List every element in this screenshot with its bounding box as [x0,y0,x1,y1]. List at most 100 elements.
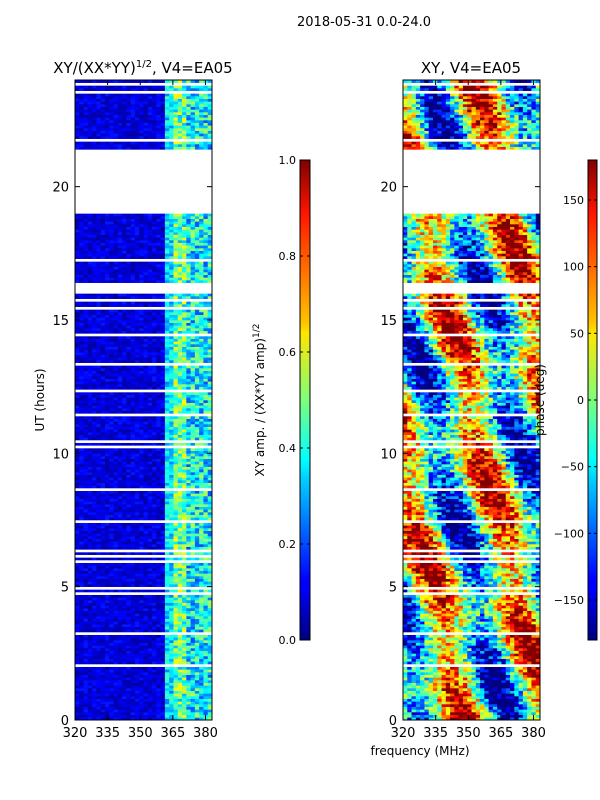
heatmap-cell [92,610,97,614]
heatmap-cell [207,432,212,435]
heatmap-cell [143,472,149,475]
heatmap-cell [194,637,200,641]
heatmap-cell [117,360,123,363]
heatmap-cell [96,650,102,654]
heatmap-cell [194,256,200,259]
heatmap-cell [177,496,183,499]
heatmap-cell [194,482,200,486]
heatmap-cell [147,717,153,720]
heatmap-cell [203,309,209,313]
heatmap-cell [96,434,102,438]
heatmap-cell [126,424,132,427]
heatmap-cell [207,648,212,651]
heatmap-cell [182,266,187,270]
heatmap-cell [164,626,170,630]
heatmap-cell [164,317,170,321]
heatmap-cell [87,501,93,505]
heatmap-cell [117,525,123,529]
heatmap-cell [113,698,119,702]
heatmap-cell [173,680,179,683]
heatmap-cell [113,472,119,475]
heatmap-cell [169,392,174,395]
heatmap-cell [96,482,102,486]
heatmap-cell [169,376,174,379]
heatmap-cell [199,709,204,713]
heatmap-cell [122,552,127,555]
heatmap-cell [169,250,174,254]
heatmap-cell [75,280,80,283]
heatmap-cell [122,328,127,331]
heatmap-cell [160,400,166,403]
heatmap-cell [104,402,110,406]
heatmap-cell [139,277,144,281]
heatmap-cell [169,469,174,473]
heatmap-cell [122,365,127,369]
heatmap-cell [130,346,136,350]
heatmap-cell [186,365,191,369]
heatmap-cell [152,648,157,651]
heatmap-cell [79,458,84,462]
heatmap-cell [207,650,212,654]
heatmap-cell [169,253,174,257]
heatmap-cell [177,378,183,382]
heatmap-cell [79,253,84,257]
heatmap-cell [87,354,93,358]
heatmap-cell [160,274,166,278]
heatmap-cell [83,248,89,251]
heatmap-cell [169,461,174,465]
heatmap-cell [96,381,102,385]
heatmap-cell [190,525,196,529]
heatmap-cell [113,581,119,585]
heatmap-cell [152,480,157,483]
heatmap-cell [130,562,136,566]
heatmap-cell [104,594,110,598]
heatmap-cell [177,434,183,438]
heatmap-cell [147,501,153,505]
heatmap-cell [87,701,93,705]
heatmap-cell [169,608,174,611]
heatmap-cell [143,666,149,670]
heatmap-cell [177,394,183,398]
heatmap-cell [207,616,212,619]
heatmap-cell [96,432,102,435]
heatmap-cell [182,712,187,715]
heatmap-cell [117,709,123,713]
heatmap-cell [207,416,212,419]
heatmap-cell [199,469,204,473]
heatmap-cell [126,381,132,385]
heatmap-cell [87,661,93,665]
heatmap-cell [186,405,191,409]
heatmap-cell [139,530,144,534]
heatmap-cell [104,296,110,299]
heatmap-cell [152,669,157,673]
heatmap-cell [126,578,132,582]
heatmap-cell [92,562,97,566]
heatmap-cell [79,477,84,481]
heatmap-cell [100,368,106,371]
heatmap-cell [130,253,136,257]
heatmap-cell [139,397,144,401]
heatmap-cell [109,712,114,715]
heatmap-cell [143,405,149,409]
heatmap-cell [75,480,80,483]
heatmap-cell [100,672,106,675]
heatmap-cell [164,589,170,593]
heatmap-cell [122,410,127,414]
heatmap-cell [100,685,106,689]
heatmap-cell [173,693,179,697]
heatmap-cell [117,408,123,411]
heatmap-cell [147,405,153,409]
heatmap-cell [177,504,183,507]
heatmap-cell [96,293,102,297]
heatmap-cell [134,274,140,278]
heatmap-cell [164,368,170,371]
heatmap-cell [92,421,97,425]
heatmap-cell [109,280,114,283]
heatmap-cell [199,661,204,665]
heatmap-cell [87,410,93,414]
heatmap-cell [122,717,127,720]
heatmap-cell [139,280,144,283]
heatmap-cell [152,498,157,502]
heatmap-cell [194,434,200,438]
heatmap-cell [152,336,157,339]
